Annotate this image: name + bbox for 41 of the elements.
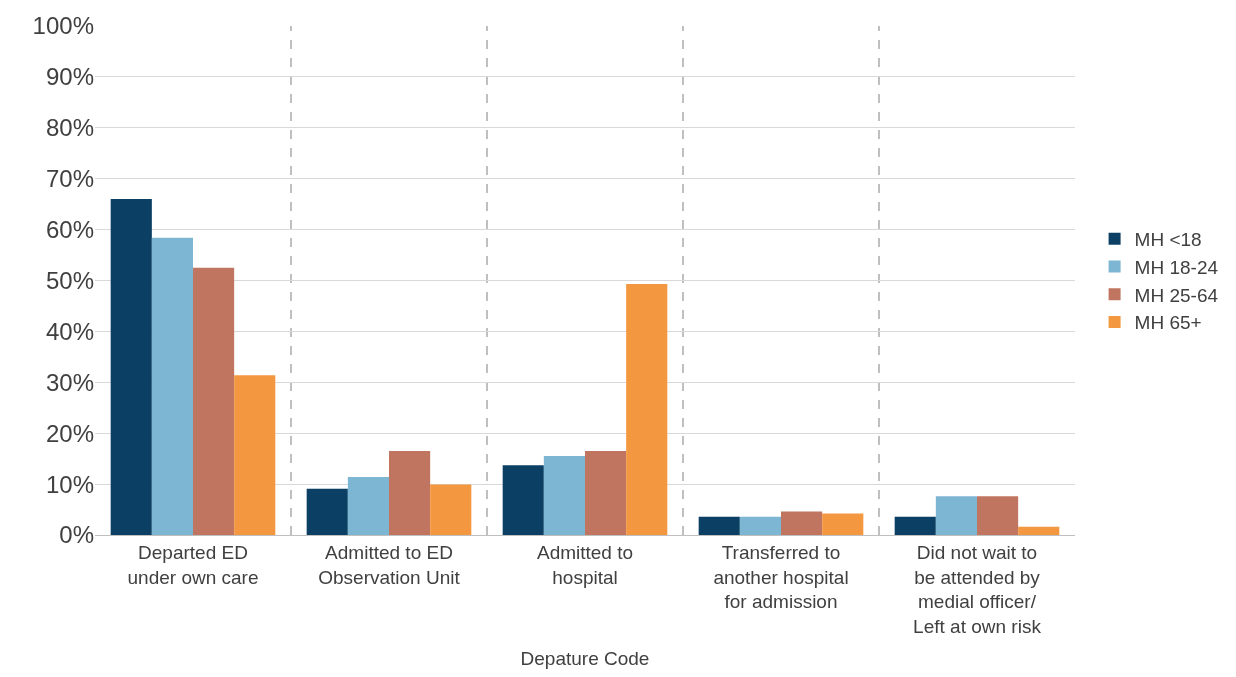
y-tick-label: 90% <box>45 63 94 91</box>
x-tick-label: Departed ED under own care <box>127 541 259 588</box>
legend-label: MH <18 <box>1134 229 1202 251</box>
y-tick-label: 20% <box>45 419 94 447</box>
bar <box>822 513 864 535</box>
bar <box>626 284 668 535</box>
y-tick-label: 100% <box>32 12 94 40</box>
bar <box>977 496 1019 535</box>
y-tick-label: 0% <box>59 521 94 549</box>
bar <box>698 516 740 535</box>
bar <box>1018 526 1060 535</box>
bar <box>502 465 544 535</box>
legend-label: MH 18-24 <box>1134 256 1219 278</box>
bar <box>110 199 152 535</box>
x-tick-label: Admitted to ED Observation Unit <box>318 541 461 588</box>
x-tick-label: Admitted to hospital <box>536 541 634 588</box>
bar <box>430 484 472 535</box>
y-tick-label: 40% <box>45 317 94 345</box>
bar <box>389 451 431 535</box>
bar <box>781 511 823 535</box>
y-tick-label: 70% <box>45 165 94 193</box>
bar <box>585 451 627 535</box>
bar <box>306 488 348 535</box>
bar <box>347 476 389 535</box>
bar <box>935 496 977 535</box>
x-tick-label: Did not wait to be attended by medial officer/ Left at own risk <box>913 541 1042 637</box>
x-axis-title: Depature Code <box>520 647 650 669</box>
y-tick-label: 10% <box>45 470 94 498</box>
y-tick-label: 50% <box>45 266 94 294</box>
bar <box>894 516 936 535</box>
bar <box>543 456 585 535</box>
y-tick-label: 60% <box>45 216 94 243</box>
y-tick-label: 30% <box>45 368 94 396</box>
bar <box>193 267 235 535</box>
y-tick-label: 80% <box>45 114 94 142</box>
bar <box>739 516 781 535</box>
bar <box>151 237 193 535</box>
x-tick-label: Transferred to another hospital for admission <box>713 541 849 613</box>
legend-label: MH 65+ <box>1134 312 1202 334</box>
bar <box>234 375 276 535</box>
legend-label: MH 25-64 <box>1134 284 1219 306</box>
